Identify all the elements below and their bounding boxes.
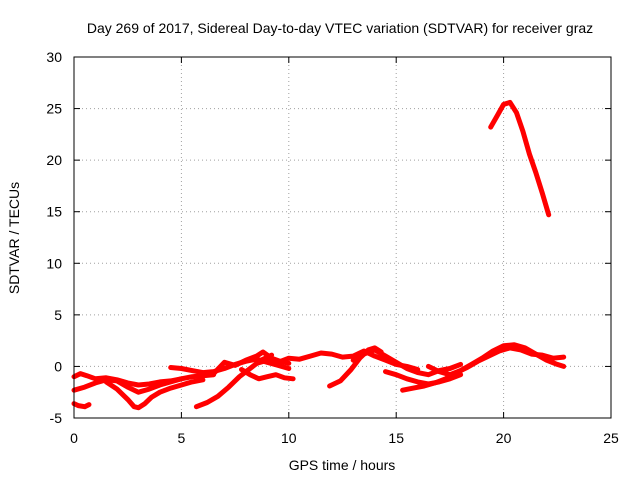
x-tick-label-5: 25 — [603, 430, 619, 446]
y-tick-label-1: 0 — [54, 358, 62, 374]
axis-ticks: 0 5 10 15 20 25 -5 0 5 10 15 20 25 30 — [46, 49, 619, 446]
y-tick-label-3: 10 — [46, 255, 62, 271]
data-series — [71, 99, 567, 411]
y-tick-label-2: 5 — [54, 307, 62, 323]
plot-frame — [73, 56, 612, 419]
x-tick-label-4: 20 — [496, 430, 512, 446]
x-tick-label-0: 0 — [70, 430, 78, 446]
y-tick-label-4: 15 — [46, 204, 62, 220]
y-tick-label-0: -5 — [50, 410, 63, 426]
y-tick-label-7: 30 — [46, 49, 62, 65]
series-arc-2 — [71, 372, 217, 395]
series-arc-9 — [254, 348, 421, 372]
series-arc-8 — [239, 367, 296, 382]
chart-title: Day 269 of 2017, Sidereal Day-to-day VTE… — [87, 20, 593, 36]
series-arc-14 — [425, 342, 567, 378]
series-arc-3 — [71, 401, 92, 410]
series-arc-4 — [103, 377, 206, 411]
x-tick-label-2: 10 — [281, 430, 297, 446]
x-tick-label-3: 15 — [388, 430, 404, 446]
y-tick-label-6: 25 — [46, 101, 62, 117]
series-arc-15 — [488, 99, 552, 218]
x-tick-label-1: 5 — [178, 430, 186, 446]
series-arc-11 — [350, 347, 464, 378]
x-axis-label: GPS time / hours — [289, 457, 396, 473]
y-tick-label-5: 20 — [46, 152, 62, 168]
grid-lines — [74, 57, 611, 418]
y-axis-label: SDTVAR / TECUs — [6, 182, 22, 294]
